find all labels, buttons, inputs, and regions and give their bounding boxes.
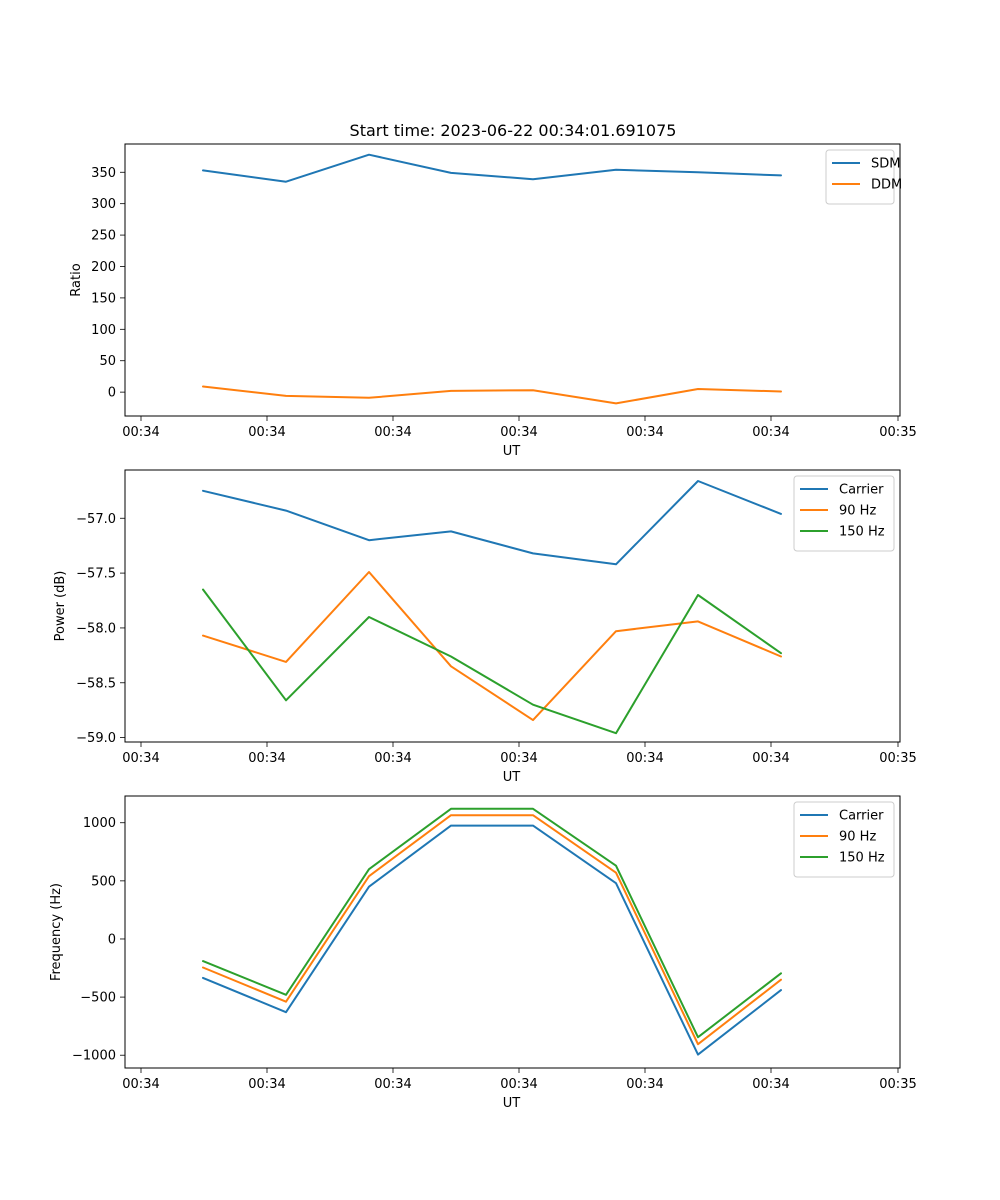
y-tick-label: −57.0 xyxy=(76,512,116,527)
y-tick-label: 1000 xyxy=(83,816,116,831)
y-tick-label: −59.0 xyxy=(76,731,116,746)
x-tick-label: 00:34 xyxy=(374,1077,411,1092)
x-tick-label: 00:34 xyxy=(626,751,663,766)
x-axis: 00:34 00:34 00:34 00:34 00:34 00:34 00:35 UT xyxy=(122,742,917,785)
series-line-carrier xyxy=(202,480,782,566)
x-tick-label: 00:34 xyxy=(122,751,159,766)
x-axis-label: UT xyxy=(503,1096,521,1111)
x-tick-label: 00:34 xyxy=(752,751,789,766)
y-tick-label: −57.5 xyxy=(76,567,116,582)
x-tick-label: 00:34 xyxy=(122,1077,159,1092)
x-tick-label: 00:34 xyxy=(626,1077,663,1092)
legend: Carrier 90 Hz 150 Hz xyxy=(793,475,895,552)
series-line-150-hz xyxy=(202,588,782,735)
x-axis-label: UT xyxy=(503,444,521,459)
y-tick-label: 250 xyxy=(91,229,116,244)
y-tick-label: 150 xyxy=(91,291,116,306)
frequency-axes: 00:34 00:34 00:34 00:34 00:34 00:34 00:35 UT −10… xyxy=(49,795,917,1111)
legend-label-90-hz: 90 Hz xyxy=(839,830,876,845)
y-tick-label: −58.0 xyxy=(76,621,116,636)
x-tick-label: 00:34 xyxy=(752,1077,789,1092)
x-tick-label: 00:34 xyxy=(752,425,789,440)
series-line-sdm xyxy=(202,153,782,183)
legend-label-carrier: Carrier xyxy=(839,809,884,824)
y-tick-label: −58.5 xyxy=(76,676,116,691)
y-tick-label: 50 xyxy=(99,354,116,369)
series-line-90-hz xyxy=(202,814,782,1046)
series-line-90-hz xyxy=(202,571,782,722)
series-group xyxy=(202,480,782,735)
x-tick-label: 00:34 xyxy=(374,751,411,766)
plot-frame xyxy=(124,143,901,417)
y-tick-label: 200 xyxy=(91,260,116,275)
legend-label-ddm: DDM xyxy=(871,178,902,193)
y-tick-label: 100 xyxy=(91,323,116,338)
plot-frame xyxy=(124,795,901,1069)
y-axis: −1000 −500 0 500 1000 Frequency (Hz) xyxy=(49,816,125,1064)
x-tick-label: 00:35 xyxy=(879,1077,916,1092)
plot-frame xyxy=(124,469,901,743)
x-tick-label: 00:34 xyxy=(374,425,411,440)
series-group xyxy=(202,153,782,405)
y-tick-label: 350 xyxy=(91,166,116,181)
legend-label-90-hz: 90 Hz xyxy=(839,504,876,519)
y-tick-label: 500 xyxy=(91,874,116,889)
legend-label-carrier: Carrier xyxy=(839,483,884,498)
x-tick-label: 00:34 xyxy=(500,425,537,440)
legend-box xyxy=(793,801,895,878)
x-tick-label: 00:34 xyxy=(248,751,285,766)
legend: SDM DDM xyxy=(825,149,902,205)
legend-label-150-hz: 150 Hz xyxy=(839,851,885,866)
y-tick-label: −500 xyxy=(80,991,116,1006)
legend-box xyxy=(793,475,895,552)
y-tick-label: 300 xyxy=(91,197,116,212)
ratio-axes: 00:34 00:34 00:34 00:34 00:34 00:34 00:35 UT 0 50… xyxy=(69,143,917,459)
y-axis: −59.0 −58.5 −58.0 −57.5 −57.0 Power (dB) xyxy=(53,512,125,746)
x-tick-label: 00:34 xyxy=(248,425,285,440)
x-tick-label: 00:35 xyxy=(879,425,916,440)
legend-label-150-hz: 150 Hz xyxy=(839,525,885,540)
x-tick-label: 00:34 xyxy=(500,751,537,766)
series-line-150-hz xyxy=(202,807,782,1039)
legend: Carrier 90 Hz 150 Hz xyxy=(793,801,895,878)
x-tick-label: 00:34 xyxy=(626,425,663,440)
x-tick-label: 00:34 xyxy=(248,1077,285,1092)
y-axis-label: Power (dB) xyxy=(53,571,68,642)
series-line-carrier xyxy=(202,824,782,1056)
y-axis-label: Ratio xyxy=(69,263,84,296)
x-tick-label: 00:34 xyxy=(122,425,159,440)
y-tick-label: 0 xyxy=(108,932,116,947)
y-tick-label: −1000 xyxy=(72,1049,116,1064)
y-tick-label: 0 xyxy=(108,386,116,401)
power-axes: 00:34 00:34 00:34 00:34 00:34 00:34 00:35 UT −59… xyxy=(53,469,917,785)
legend-label-sdm: SDM xyxy=(871,157,900,172)
series-group xyxy=(202,807,782,1056)
y-axis-label: Frequency (Hz) xyxy=(49,883,64,981)
x-axis: 00:34 00:34 00:34 00:34 00:34 00:34 00:35 UT xyxy=(122,1068,917,1111)
figure-title: Start time: 2023-06-22 00:34:01.691075 xyxy=(350,121,677,140)
x-axis: 00:34 00:34 00:34 00:34 00:34 00:34 00:35 UT xyxy=(122,416,917,459)
x-tick-label: 00:34 xyxy=(500,1077,537,1092)
y-axis: 0 50 100 150 200 250 300 350 Ratio xyxy=(69,166,125,401)
series-line-ddm xyxy=(202,385,782,405)
x-axis-label: UT xyxy=(503,770,521,785)
x-tick-label: 00:35 xyxy=(879,751,916,766)
